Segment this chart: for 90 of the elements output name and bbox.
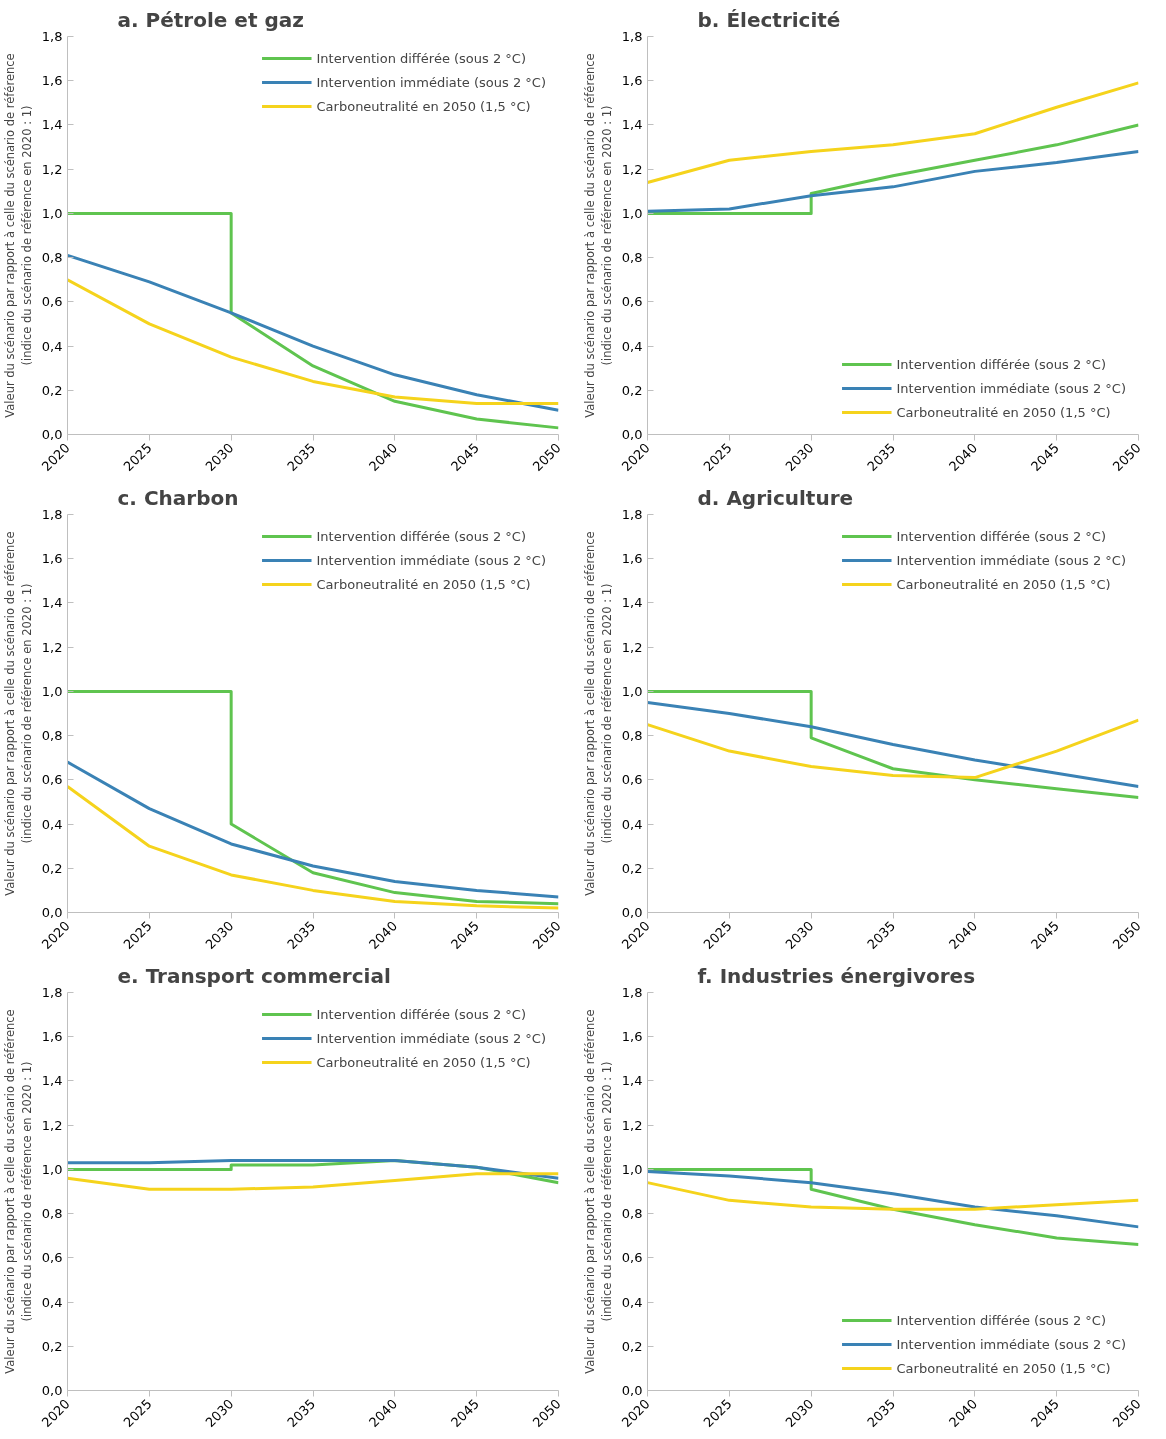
y-tick-label: 0,0: [621, 905, 643, 920]
y-tick-label: 1,4: [41, 117, 63, 133]
y-tick-label: 1,4: [41, 595, 63, 611]
y-tick-label: 1,4: [41, 1073, 63, 1089]
legend-label: Intervention immédiate (sous 2 °C): [316, 551, 546, 570]
y-tick-label: 0,2: [621, 382, 643, 398]
y-tick-label: 0,6: [41, 1250, 63, 1266]
chart-title: c. Charbon: [117, 485, 239, 510]
y-tick-label: 1,0: [621, 205, 643, 221]
y-tick-label: 1,6: [621, 73, 643, 89]
y-axis-title: Valeur du scénario par rapport à celle du scénario de référence (indice du scénario de référence en 2020 : 1): [583, 531, 614, 896]
y-tick-label: 1,2: [41, 1117, 63, 1133]
y-tick-label: 1,8: [621, 29, 643, 44]
y-tick-label: 1,8: [41, 507, 63, 522]
legend-label: Carboneutralité en 2050 (1,5 °C): [316, 575, 531, 594]
y-tick-label: 1,2: [621, 161, 643, 177]
legend-label: Intervention différée (sous 2 °C): [896, 355, 1107, 374]
y-tick-label: 0,4: [621, 338, 643, 354]
y-axis-title: Valeur du scénario par rapport à celle du scénario de référence (indice du scénario de référence en 2020 : 1): [3, 53, 34, 418]
y-tick-label: 0,0: [621, 1383, 643, 1398]
chart-title: e. Transport commercial: [117, 963, 391, 988]
y-tick-label: 1,8: [621, 985, 643, 1000]
y-tick-label: 1,0: [621, 1161, 643, 1177]
y-tick-label: 0,2: [621, 1338, 643, 1354]
y-tick-label: 0,6: [41, 294, 63, 310]
y-tick-label: 0,0: [41, 905, 63, 920]
legend-label: Intervention immédiate (sous 2 °C): [316, 1029, 546, 1048]
y-tick-label: 1,2: [621, 1117, 643, 1133]
y-tick-label: 1,0: [41, 1161, 63, 1177]
y-tick-label: 1,8: [41, 985, 63, 1000]
legend-label: Carboneutralité en 2050 (1,5 °C): [316, 97, 531, 116]
y-tick-label: 0,2: [41, 860, 63, 876]
y-tick-label: 1,2: [41, 161, 63, 177]
legend-label: Intervention différée (sous 2 °C): [316, 1005, 527, 1024]
y-axis-title: Valeur du scénario par rapport à celle du scénario de référence (indice du scénario de référence en 2020 : 1): [583, 53, 614, 418]
legend-label: Intervention différée (sous 2 °C): [896, 1311, 1107, 1330]
y-axis-title: Valeur du scénario par rapport à celle du scénario de référence (indice du scénario de référence en 2020 : 1): [583, 1009, 614, 1374]
y-tick-label: 1,6: [41, 73, 63, 89]
y-tick-label: 1,6: [621, 1029, 643, 1045]
y-tick-label: 1,6: [621, 551, 643, 567]
y-tick-label: 0,8: [41, 250, 63, 266]
y-tick-label: 0,2: [621, 860, 643, 876]
y-tick-label: 1,4: [621, 595, 643, 611]
y-tick-label: 0,0: [41, 1383, 63, 1398]
y-tick-label: 0,8: [41, 728, 63, 744]
y-tick-label: 0,6: [621, 294, 643, 310]
legend-label: Carboneutralité en 2050 (1,5 °C): [896, 575, 1111, 594]
y-tick-label: 0,8: [621, 728, 643, 744]
chart-title: a. Pétrole et gaz: [117, 7, 304, 32]
y-tick-label: 1,8: [621, 507, 643, 522]
y-tick-label: 1,6: [41, 1029, 63, 1045]
y-tick-label: 1,8: [41, 29, 63, 44]
legend-label: Intervention différée (sous 2 °C): [896, 527, 1107, 546]
y-tick-label: 0,0: [41, 427, 63, 442]
y-tick-label: 0,4: [621, 1294, 643, 1310]
legend-label: Intervention immédiate (sous 2 °C): [896, 379, 1126, 398]
chart-title: b. Électricité: [697, 7, 841, 32]
y-tick-label: 0,2: [41, 382, 63, 398]
y-tick-label: 1,0: [41, 205, 63, 221]
y-tick-label: 0,6: [621, 1250, 643, 1266]
y-tick-label: 0,8: [41, 1206, 63, 1222]
y-axis-title: Valeur du scénario par rapport à celle du scénario de référence (indice du scénario de référence en 2020 : 1): [3, 531, 34, 896]
y-tick-label: 1,6: [41, 551, 63, 567]
y-tick-label: 0,6: [41, 772, 63, 788]
y-tick-label: 0,8: [621, 250, 643, 266]
y-tick-label: 0,6: [621, 772, 643, 788]
chart-title: f. Industries énergivores: [697, 963, 976, 988]
legend-label: Intervention immédiate (sous 2 °C): [896, 1335, 1126, 1354]
y-tick-label: 1,4: [621, 1073, 643, 1089]
y-tick-label: 1,2: [621, 639, 643, 655]
y-tick-label: 0,4: [41, 1294, 63, 1310]
legend-label: Intervention immédiate (sous 2 °C): [316, 73, 546, 92]
legend-label: Carboneutralité en 2050 (1,5 °C): [896, 1359, 1111, 1378]
y-tick-label: 0,4: [41, 816, 63, 832]
y-tick-label: 0,0: [621, 427, 643, 442]
y-tick-label: 0,2: [41, 1338, 63, 1354]
y-tick-label: 1,2: [41, 639, 63, 655]
legend-label: Carboneutralité en 2050 (1,5 °C): [896, 403, 1111, 422]
y-tick-label: 1,0: [621, 683, 643, 699]
y-axis-title: Valeur du scénario par rapport à celle du scénario de référence (indice du scénario de référence en 2020 : 1): [3, 1009, 34, 1374]
legend-label: Intervention immédiate (sous 2 °C): [896, 551, 1126, 570]
legend-label: Intervention différée (sous 2 °C): [316, 527, 527, 546]
y-tick-label: 1,4: [621, 117, 643, 133]
y-tick-label: 0,4: [621, 816, 643, 832]
y-tick-label: 0,4: [41, 338, 63, 354]
y-tick-label: 0,8: [621, 1206, 643, 1222]
chart-title: d. Agriculture: [697, 485, 854, 510]
legend-label: Intervention différée (sous 2 °C): [316, 49, 527, 68]
legend-label: Carboneutralité en 2050 (1,5 °C): [316, 1053, 531, 1072]
y-tick-label: 1,0: [41, 683, 63, 699]
